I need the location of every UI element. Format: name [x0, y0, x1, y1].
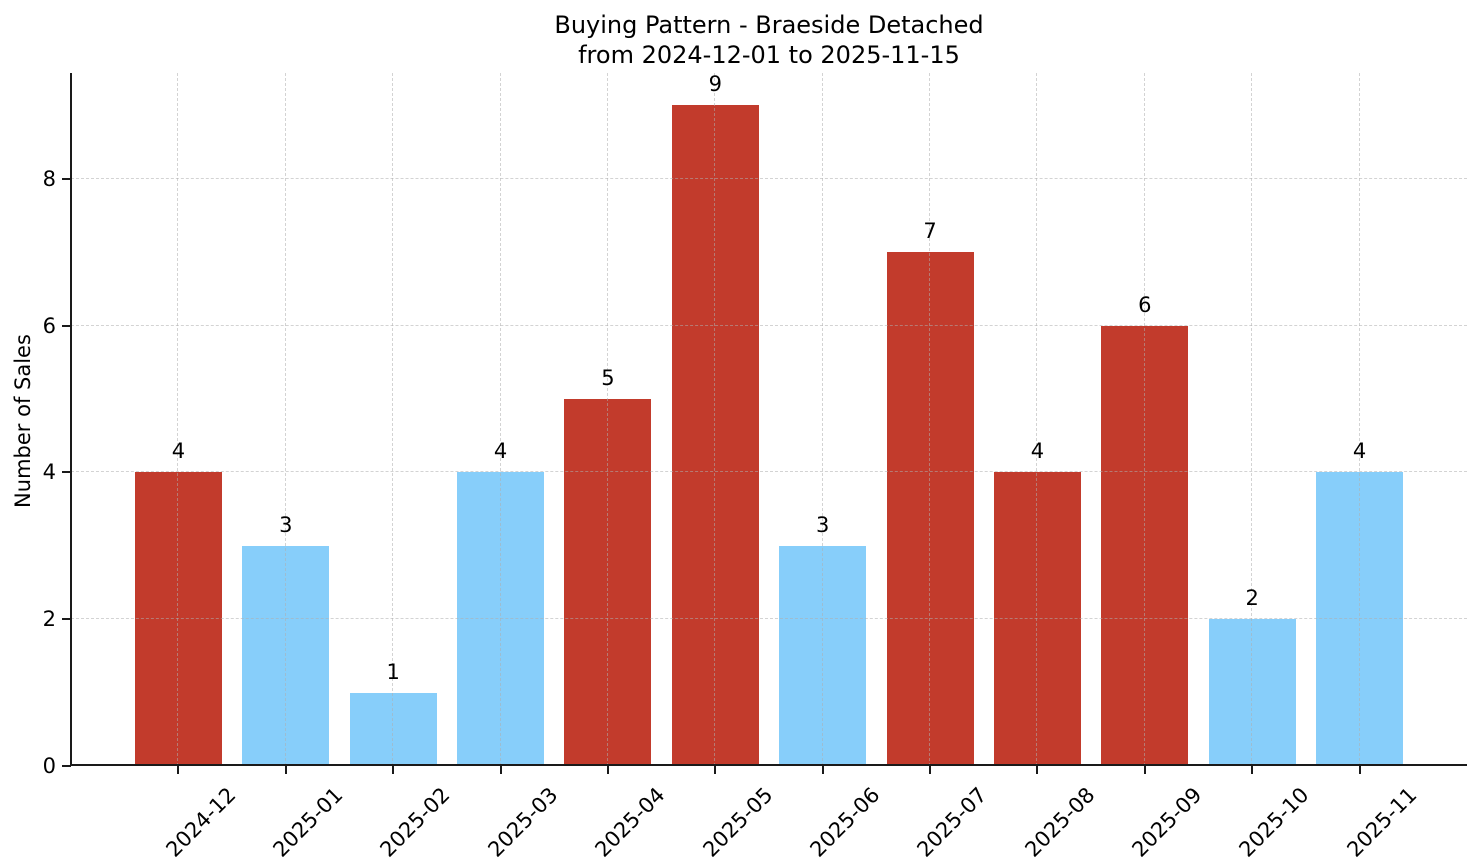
- bar-value-label: 1: [386, 660, 400, 684]
- bar-value-label: 3: [279, 513, 293, 537]
- y-tick-label: 8: [42, 166, 56, 191]
- x-tick-label-2025-08: 2025-08: [1020, 782, 1100, 862]
- x-tick-label-2025-07: 2025-07: [912, 782, 992, 862]
- bar-value-label: 9: [708, 72, 722, 96]
- gridline-vertical: [714, 73, 716, 766]
- gridline-vertical: [1143, 73, 1145, 766]
- gridline-vertical: [499, 73, 501, 766]
- gridline-vertical: [1251, 73, 1253, 766]
- x-tick-mark: [499, 766, 502, 774]
- x-tick-label-2025-03: 2025-03: [483, 782, 563, 862]
- bar-2025-02: [349, 693, 437, 766]
- bar-value-label: 5: [601, 366, 615, 390]
- x-tick-label-2025-02: 2025-02: [375, 782, 455, 862]
- bar-2025-07: [886, 252, 974, 766]
- x-tick-mark: [392, 766, 395, 774]
- bar-2025-01: [242, 546, 330, 766]
- x-tick-mark: [1143, 766, 1146, 774]
- x-tick-label-2025-06: 2025-06: [805, 782, 885, 862]
- y-tick-label: 4: [42, 460, 56, 485]
- bar-2025-04: [564, 399, 652, 766]
- gridline-horizontal: [71, 177, 1467, 179]
- y-tick-label: 6: [42, 313, 56, 338]
- bar-value-label: 6: [1138, 293, 1152, 317]
- bar-value-label: 7: [923, 219, 937, 243]
- gridline-vertical: [284, 73, 286, 766]
- x-tick-label-2025-09: 2025-09: [1127, 782, 1207, 862]
- x-tick-label-2025-10: 2025-10: [1234, 782, 1314, 862]
- bar-value-label: 4: [171, 439, 186, 463]
- x-tick-mark: [1036, 766, 1039, 774]
- y-tick-label: 2: [42, 607, 56, 632]
- bar-value-label: 3: [816, 513, 830, 537]
- bar-value-label: 4: [1030, 439, 1045, 463]
- y-axis-spine: [70, 73, 72, 766]
- x-tick-mark: [177, 766, 180, 774]
- x-tick-mark: [714, 766, 717, 774]
- x-tick-label-2025-04: 2025-04: [590, 782, 670, 862]
- x-tick-mark: [821, 766, 824, 774]
- x-tick-mark: [284, 766, 287, 774]
- x-tick-label-2025-11: 2025-11: [1342, 782, 1422, 862]
- gridline-vertical: [929, 73, 931, 766]
- x-axis-spine: [70, 764, 1467, 766]
- gridline-vertical: [177, 73, 179, 766]
- x-tick-mark: [1251, 766, 1254, 774]
- gridline-vertical: [1036, 73, 1038, 766]
- y-tick-label: 0: [42, 754, 56, 778]
- chart-title-line2: from 2024-12-01 to 2025-11-15: [578, 41, 960, 69]
- gridline-vertical: [1358, 73, 1360, 766]
- gridline-vertical: [821, 73, 823, 766]
- x-tick-label-2024-12: 2024-12: [161, 782, 241, 862]
- bar-2025-05: [671, 105, 759, 766]
- x-tick-label-2025-05: 2025-05: [697, 782, 777, 862]
- bar-2025-09: [1101, 326, 1189, 766]
- y-tick-mark: [62, 618, 71, 621]
- y-tick-mark: [62, 765, 71, 767]
- x-tick-label-2025-01: 2025-01: [268, 782, 348, 862]
- bar-2025-06: [779, 546, 867, 766]
- y-tick-mark: [62, 471, 71, 474]
- x-tick-mark: [929, 766, 932, 774]
- x-tick-mark: [606, 766, 609, 774]
- bar-value-label: 4: [493, 439, 508, 463]
- x-tick-mark: [1358, 766, 1361, 774]
- gridline-vertical: [606, 73, 608, 766]
- bar-value-label: 4: [1352, 439, 1367, 463]
- gridline-vertical: [392, 73, 394, 766]
- bar-value-label: 2: [1245, 586, 1259, 610]
- bar-2025-10: [1208, 619, 1296, 766]
- gridline-horizontal: [71, 324, 1467, 326]
- gridline-horizontal: [71, 618, 1467, 620]
- gridline-horizontal: [71, 471, 1467, 473]
- chart-title-line1: Buying Pattern - Braeside Detached: [554, 11, 984, 39]
- y-tick-mark: [62, 177, 71, 180]
- y-tick-mark: [62, 324, 71, 327]
